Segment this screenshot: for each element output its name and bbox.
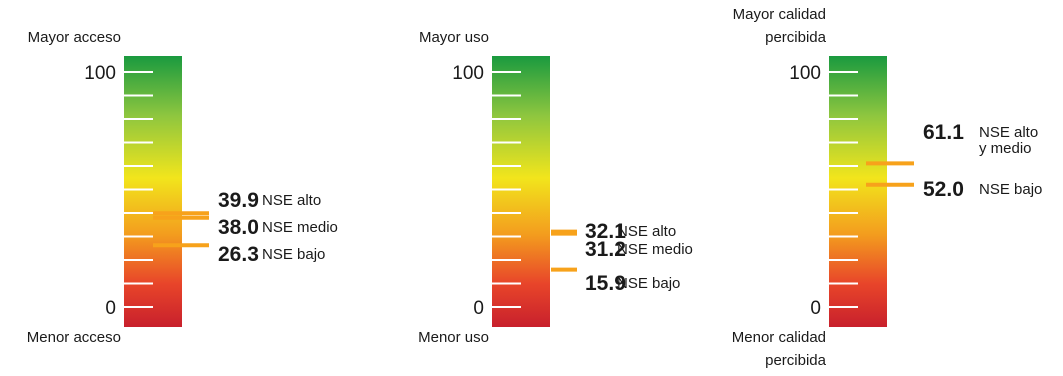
marker-value: 39.9 [218,189,259,212]
marker-value: 52.0 [923,178,964,201]
scale-bottom-label: Menor uso [418,329,489,346]
marker-category: NSE alto [617,223,676,240]
marker-category: NSE bajo [979,181,1042,198]
marker-category: NSE bajo [262,246,325,263]
axis-tick-label: 100 [789,63,821,84]
axis-tick-label: 100 [452,63,484,84]
marker: 26.3 NSE bajo [153,243,325,266]
scale-top-label: Mayor uso [419,29,489,46]
marker: 39.9 NSE alto [153,189,321,216]
scale-top-label: Mayor acceso [28,29,121,46]
scale-top-label: percibida [765,29,827,46]
axis-tick-label: 0 [105,298,116,319]
marker-value: 32.1 [585,220,626,243]
marker-value: 15.9 [585,272,626,295]
axis-tick-label: 100 [84,63,116,84]
scale-bottom-label: percibida [765,352,827,369]
marker-category: NSE medio [262,219,338,236]
marker-category: NSE bajo [617,275,680,292]
marker-value: 38.0 [218,216,259,239]
scale-bottom-label: Menor acceso [27,329,121,346]
scale-bottom-label: Menor calidad [732,329,826,346]
gradient-scale-bar [492,56,550,327]
marker-category: NSE alto [979,124,1038,141]
scale-top-label: Mayor calidad [733,6,826,23]
gradient-scale-bar [124,56,182,327]
axis-tick-label: 0 [473,298,484,319]
gradient-scale-bar [829,56,887,327]
marker-value: 61.1 [923,121,964,144]
marker-category: y medio [979,140,1032,157]
gauge-1: Mayor acceso Menor acceso 100 0 39.9 NSE alto… [27,29,338,346]
axis-tick-label: 0 [810,298,821,319]
marker-value: 31.2 [585,238,626,261]
marker: 52.0 NSE bajo [866,178,1042,201]
gauge-3: Mayor calidad percibida Menor calidad perci… [732,6,1043,369]
marker-category: NSE medio [617,241,693,258]
marker: 38.0 NSE medio [153,215,338,239]
marker-category: NSE alto [262,192,321,209]
marker-value: 26.3 [218,243,259,266]
